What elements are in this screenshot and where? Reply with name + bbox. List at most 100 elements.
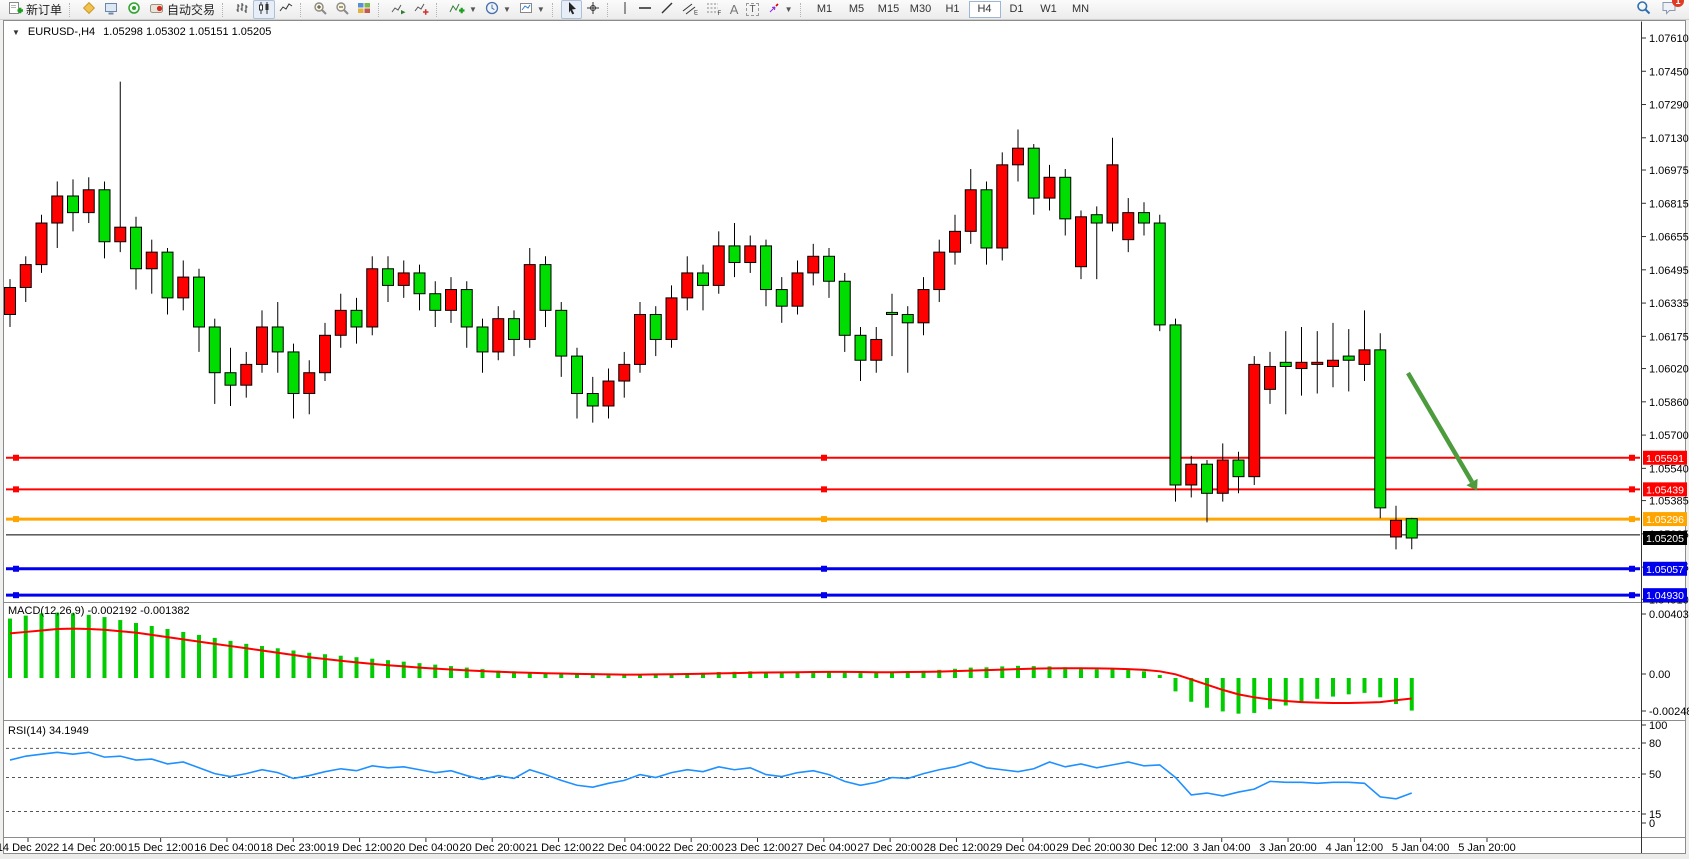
vertical-line-button[interactable]	[616, 0, 634, 19]
line-handle[interactable]	[821, 592, 827, 599]
fibonacci-button[interactable]: F	[702, 0, 726, 19]
candle-body	[665, 297, 678, 340]
timeframe-button-m15[interactable]: M15	[877, 3, 900, 15]
line-handle[interactable]	[1629, 565, 1635, 572]
horizontal-line-button[interactable]	[634, 0, 656, 19]
timeframe-button-m1[interactable]: M1	[816, 3, 833, 15]
line-handle[interactable]	[1629, 516, 1635, 523]
line-handle[interactable]	[1629, 454, 1635, 461]
candle-body	[19, 264, 32, 288]
zoom-in-button[interactable]	[309, 0, 331, 19]
timeframe-button-h4[interactable]: H4	[968, 1, 1001, 18]
time-tick-label: 23 Dec 12:00	[725, 842, 790, 854]
current-price-badge	[1643, 531, 1687, 545]
line-handle[interactable]	[821, 454, 827, 461]
new-order-button[interactable]: 新订单	[4, 0, 66, 19]
candle	[870, 326, 883, 373]
periods-button[interactable]: ▼	[481, 0, 515, 19]
arrows-button[interactable]: ▼	[763, 0, 797, 19]
timeframe-button-d1[interactable]: D1	[1009, 3, 1024, 15]
chart-shift-button[interactable]	[410, 0, 433, 19]
macd-histogram-bar	[968, 667, 973, 678]
templates-button[interactable]: ▼	[515, 0, 549, 19]
candle-body	[161, 251, 174, 299]
level-price-badge	[1643, 482, 1687, 497]
text-button[interactable]: A	[726, 0, 743, 19]
candle	[460, 281, 473, 348]
tile-windows-button[interactable]	[353, 0, 375, 19]
level-price-badge-label: 1.04930	[1646, 590, 1684, 602]
candle-body	[114, 226, 127, 243]
timeframe-button-w1[interactable]: W1	[1040, 3, 1057, 15]
bar-chart-button[interactable]	[231, 0, 253, 19]
candlestick-chart-button[interactable]	[253, 0, 276, 19]
candle	[634, 302, 646, 373]
line-handle[interactable]	[13, 454, 19, 461]
collapse-panel-icon[interactable]: ▼	[12, 27, 20, 37]
timeframe-button-mn[interactable]: MN	[1071, 3, 1090, 15]
candle	[744, 235, 757, 273]
time-axis[interactable]: 14 Dec 2022 14 Dec 20:00 15 Dec 12:00 16 De…	[0, 838, 1516, 854]
timeframe-button-m30[interactable]: M30	[909, 3, 932, 15]
line-handle[interactable]	[821, 565, 827, 572]
line-handle[interactable]	[821, 486, 827, 493]
timeframe-button-h1[interactable]: H1	[945, 3, 960, 15]
macd-histogram-bar	[86, 614, 91, 678]
line-handle[interactable]	[13, 565, 19, 572]
chat-button[interactable]: 1	[1661, 0, 1684, 20]
line-chart-button[interactable]	[275, 0, 297, 19]
autotrading-button[interactable]: 自动交易	[145, 0, 219, 19]
candle-body	[1122, 212, 1135, 241]
templates-icon	[519, 1, 533, 18]
horizontal-line-icon	[638, 1, 652, 18]
metaeditor-button[interactable]	[78, 0, 100, 19]
search-icon[interactable]	[1636, 0, 1651, 20]
level-price-badge-label: 1.05057	[1646, 564, 1684, 576]
text-label-button[interactable]: T	[742, 0, 762, 19]
macd-histogram-bar	[149, 625, 154, 678]
macd-histogram-bar	[811, 671, 816, 678]
time-tick-label: 20 Dec 20:00	[460, 842, 525, 854]
signals-button[interactable]	[123, 0, 145, 19]
macd-histogram-bar	[1283, 678, 1288, 706]
equidistant-channel-button[interactable]: E	[678, 0, 702, 19]
candle-body	[1327, 359, 1339, 367]
macd-histogram-bar	[842, 672, 847, 678]
line-handle[interactable]	[13, 516, 19, 523]
candle-body	[1027, 147, 1040, 199]
line-handle[interactable]	[13, 486, 19, 493]
line-handle[interactable]	[1629, 592, 1635, 599]
crosshair-button[interactable]	[582, 0, 604, 19]
svg-text:E: E	[694, 11, 698, 16]
auto-scroll-button[interactable]	[387, 0, 410, 19]
trend-arrow[interactable]	[1406, 371, 1474, 484]
candle	[508, 310, 520, 357]
trendline-button[interactable]	[656, 0, 678, 19]
cursor-button[interactable]	[560, 0, 582, 19]
candle-body	[571, 355, 583, 395]
candle	[145, 239, 158, 294]
time-tick-label: 22 Dec 20:00	[658, 842, 723, 854]
candle	[67, 179, 79, 232]
toolbar-separator	[69, 2, 75, 17]
macd-histogram-bar	[921, 670, 926, 678]
line-handle[interactable]	[1629, 486, 1635, 493]
svg-text:F: F	[717, 11, 721, 15]
price-tick-label: 1.06975	[1649, 165, 1689, 177]
line-handle[interactable]	[821, 516, 827, 523]
candle-body	[193, 276, 205, 328]
macd-histogram-bar	[748, 671, 753, 678]
candle	[1358, 310, 1371, 382]
macd-histogram-bar	[1031, 666, 1036, 678]
candle-body	[886, 311, 898, 316]
line-handle[interactable]	[13, 592, 19, 599]
candle-body	[1358, 349, 1371, 365]
timeframe-button-m5[interactable]: M5	[848, 3, 865, 15]
terminal-button[interactable]	[100, 0, 123, 19]
indicators-button[interactable]: ▼	[445, 0, 481, 19]
zoom-out-button[interactable]	[331, 0, 353, 19]
macd-histogram-bar	[39, 613, 44, 678]
time-tick-label: 29 Dec 04:00	[990, 842, 1055, 854]
new-order-label: 新订单	[26, 3, 63, 17]
time-tick-label: 5 Jan 20:00	[1458, 842, 1516, 854]
